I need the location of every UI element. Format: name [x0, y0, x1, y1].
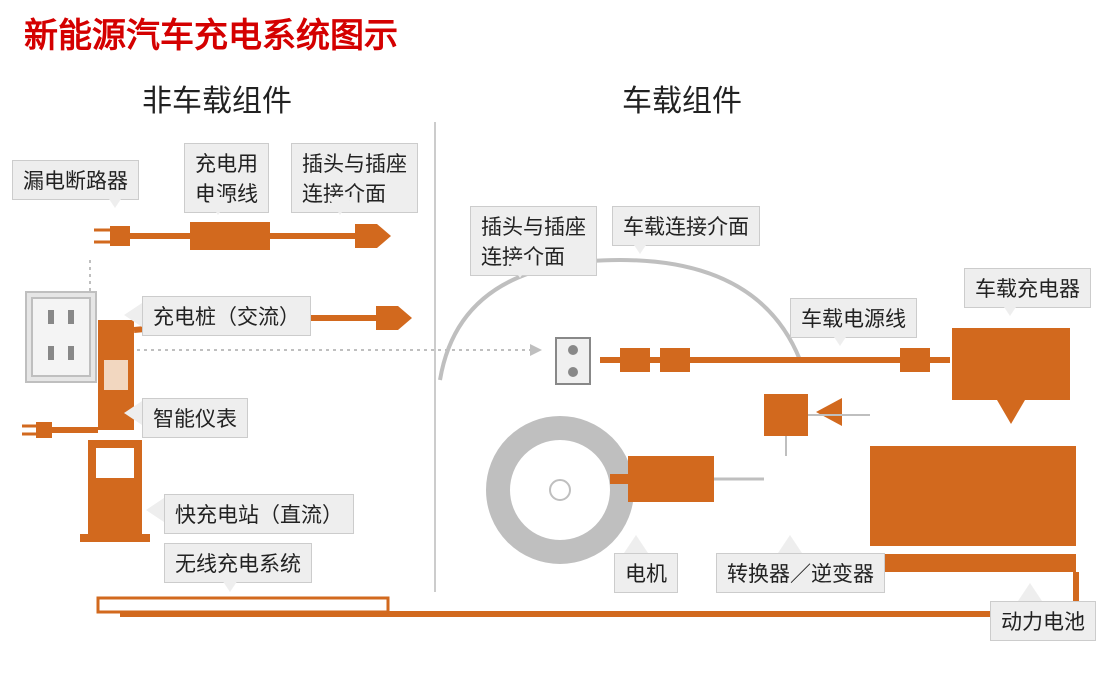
label-vehicle-cable: 车载电源线: [790, 298, 917, 338]
label-tail-vehicle-conn: [628, 236, 652, 254]
label-plug-interface: 插头与插座 连接介面: [291, 143, 418, 213]
label-smart-meter: 智能仪表: [142, 398, 248, 438]
label-tail-inverter: [778, 535, 802, 553]
label-tail-ac-station: [124, 303, 142, 327]
label-obc: 车载充电器: [964, 268, 1091, 308]
label-tail-wireless: [218, 574, 242, 592]
label-dc-fast: 快充电站（直流）: [164, 494, 354, 534]
label-ac-station: 充电桩（交流）: [142, 296, 311, 336]
label-tail-breaker: [103, 190, 127, 208]
label-battery: 动力电池: [990, 601, 1096, 641]
label-motor: 电机: [614, 553, 678, 593]
label-tail-dc-fast: [146, 498, 164, 522]
label-tail-plug-interface: [328, 197, 352, 215]
label-tail-obc: [998, 298, 1022, 316]
label-tail-battery: [1018, 583, 1042, 601]
label-plug-interface-r: 插头与插座 连接介面: [470, 206, 597, 276]
label-inverter: 转换器／逆变器: [716, 553, 885, 593]
label-tail-motor: [624, 535, 648, 553]
label-tail-vehicle-cable: [828, 328, 852, 346]
label-tail-plug-interface-r: [508, 260, 532, 278]
label-tail-charge-cable: [206, 197, 230, 215]
label-tail-smart-meter: [124, 401, 142, 425]
